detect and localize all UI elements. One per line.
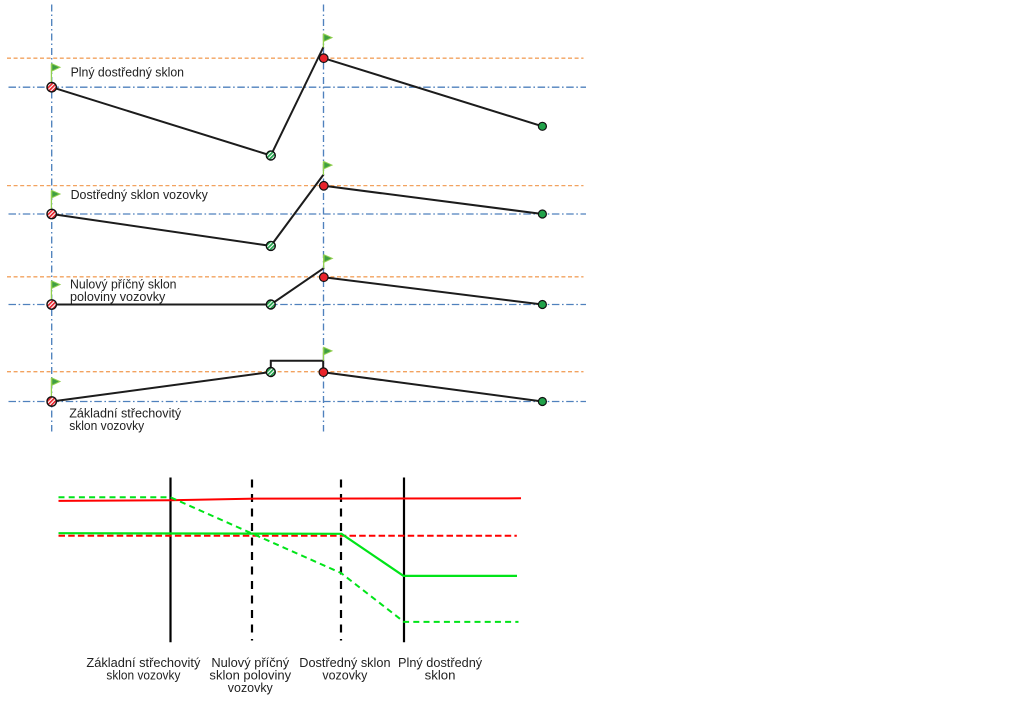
flag-icon bbox=[51, 280, 62, 290]
point-marker-hatch-red bbox=[46, 208, 58, 220]
label-line: Plný dostředný sklon bbox=[71, 65, 184, 80]
roadway-surface-line bbox=[322, 184, 544, 215]
section-label: Nulový příčný sklon poloviny vozovky bbox=[70, 276, 177, 303]
section-label: Plný dostředný sklon bbox=[71, 65, 184, 80]
transition-chart: Základní střechovitý sklon vozovkyNulový … bbox=[58, 477, 522, 695]
point-marker-hatch-green bbox=[265, 366, 276, 378]
point-marker-fill-red bbox=[318, 180, 329, 191]
label-line: vozovky bbox=[228, 680, 274, 695]
label-line: sklon bbox=[425, 667, 456, 682]
label-line: Nulový příčný bbox=[211, 655, 289, 670]
label-line: Dostředný sklon bbox=[299, 655, 390, 670]
point-marker-fill-red bbox=[318, 272, 329, 283]
chart-x-label: Nulový příčný sklon poloviny vozovky bbox=[209, 655, 291, 695]
flag-marker bbox=[322, 33, 334, 48]
point-marker-hatch-red bbox=[46, 81, 58, 93]
flag-marker bbox=[322, 346, 334, 361]
point-marker-hatch-red bbox=[46, 396, 58, 407]
label-line: Základní střechovitý bbox=[69, 406, 182, 421]
flag-marker bbox=[323, 254, 334, 269]
flag-marker bbox=[322, 160, 334, 175]
label-line: sklon vozovky bbox=[106, 667, 181, 682]
series-green-solid bbox=[58, 532, 517, 578]
series-green-dashed bbox=[58, 496, 519, 623]
cross-section-plny-dostredny-sklon: Plný dostředný sklon bbox=[7, 33, 586, 161]
point-marker-hatch-red bbox=[46, 299, 58, 310]
cross-section-dostredny-sklon-vozovky: Dostředný sklon vozovky bbox=[7, 160, 586, 252]
flag-icon bbox=[51, 189, 62, 199]
flag-marker bbox=[50, 62, 62, 84]
label-line: sklon poloviny bbox=[209, 667, 291, 682]
point-marker-fill-green bbox=[537, 299, 548, 310]
flag-icon bbox=[51, 62, 62, 72]
point-marker-hatch-green bbox=[265, 240, 276, 252]
roadway-surface-line bbox=[50, 46, 325, 157]
chart-x-label: Základní střechovitý sklon vozovky bbox=[86, 655, 201, 683]
point-marker-fill-green bbox=[537, 209, 548, 219]
roadway-surface-line bbox=[322, 276, 544, 306]
label-line: Nulový příčný sklon bbox=[70, 276, 177, 291]
flag-icon bbox=[323, 160, 334, 170]
cross-section-nulovy-pricny-sklon-poloviny-vozovky: Nulový příčný sklon poloviny vozovky bbox=[7, 254, 586, 310]
label-line: Dostředný sklon vozovky bbox=[71, 187, 209, 202]
flag-icon bbox=[323, 33, 334, 43]
flag-marker bbox=[50, 280, 62, 301]
point-marker-fill-red bbox=[318, 53, 329, 64]
label-line: Základní střechovitý bbox=[86, 655, 201, 670]
chart-x-label: Dostředný sklon vozovky bbox=[299, 655, 390, 683]
point-marker-hatch-green bbox=[265, 299, 276, 310]
series-red-solid bbox=[58, 497, 522, 502]
label-line: Plný dostředný bbox=[398, 655, 483, 670]
point-marker-fill-red bbox=[318, 367, 329, 378]
point-marker-hatch-green bbox=[265, 150, 276, 161]
point-marker-fill-green bbox=[537, 121, 548, 131]
label-line: poloviny vozovky bbox=[70, 289, 166, 304]
cross-sections: Plný dostředný sklon Dostředný sklon vozo… bbox=[7, 4, 586, 433]
chart-x-label: Plný dostředný sklon bbox=[398, 655, 483, 683]
flag-icon bbox=[51, 377, 62, 387]
section-label: Dostředný sklon vozovky bbox=[71, 187, 209, 202]
flag-icon bbox=[323, 346, 334, 356]
section-label: Základní střechovitý sklon vozovky bbox=[69, 406, 182, 433]
label-line: sklon vozovky bbox=[69, 418, 145, 433]
flag-marker bbox=[50, 377, 62, 398]
roadway-surface-line bbox=[322, 57, 544, 128]
flag-icon bbox=[323, 254, 334, 263]
label-line: vozovky bbox=[322, 667, 368, 682]
flag-marker bbox=[50, 189, 62, 210]
roadway-surface-line bbox=[50, 359, 544, 403]
point-marker-fill-green bbox=[537, 396, 548, 407]
cross-section-zakladni-strechovity-sklon-vozovky: Základní střechovitý sklon vozovky bbox=[7, 346, 586, 433]
